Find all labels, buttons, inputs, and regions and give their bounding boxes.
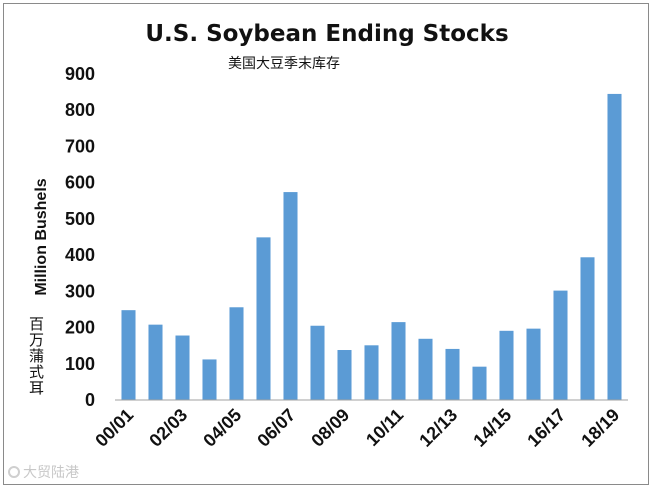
x-tick-label: 00/01 [91, 405, 137, 451]
bar-12-13 [445, 348, 460, 400]
chart-frame [3, 3, 649, 485]
bar-16-17 [553, 290, 568, 400]
chart-subtitle: 美国大豆季末库存 [228, 56, 340, 72]
bar-09-10 [364, 345, 379, 400]
y-tick-label: 700 [65, 136, 95, 156]
bar-14-15 [499, 330, 514, 400]
bar-01-02 [148, 324, 163, 400]
x-tick-label: 08/09 [307, 405, 353, 451]
watermark-text: 大贸陆港 [23, 464, 79, 480]
y-tick-label: 300 [65, 281, 95, 301]
x-tick-label: 12/13 [415, 405, 461, 451]
bar-13-14 [472, 366, 487, 400]
bar-00-01 [121, 310, 136, 400]
y-tick-label: 200 [65, 318, 95, 338]
bar-11-12 [418, 338, 433, 400]
y-tick-label: 800 [65, 100, 95, 120]
x-tick-label: 14/15 [469, 405, 515, 451]
bar-07-08 [310, 325, 325, 400]
bar-08-09 [337, 350, 352, 400]
x-tick-label: 18/19 [577, 405, 623, 451]
bar-05-06 [256, 237, 271, 400]
y-tick-label: 400 [65, 245, 95, 265]
chart-title: U.S. Soybean Ending Stocks [145, 21, 509, 47]
bar-17-18 [580, 257, 595, 400]
y-axis-label-chinese: 百万蒲式耳 [29, 315, 45, 397]
y-tick-label: 600 [65, 173, 95, 193]
watermark: 大贸陆港 [8, 462, 79, 482]
bar-04-05 [229, 307, 244, 400]
bar-06-07 [283, 192, 298, 400]
bar-10-11 [391, 322, 406, 400]
bar-15-16 [526, 328, 541, 400]
x-tick-label: 16/17 [523, 405, 569, 451]
bar-18-19 [607, 93, 622, 400]
x-tick-label: 10/11 [362, 405, 407, 450]
x-tick-label: 06/07 [253, 405, 299, 451]
bar-02-03 [175, 335, 190, 400]
y-tick-label: 500 [65, 209, 95, 229]
watermark-logo-icon [8, 466, 20, 478]
x-tick-label: 04/05 [199, 405, 245, 451]
y-tick-label: 0 [85, 390, 95, 410]
y-tick-label: 900 [65, 64, 95, 84]
y-tick-label: 100 [65, 354, 95, 374]
bar-03-04 [202, 359, 217, 400]
x-tick-label: 02/03 [145, 405, 191, 451]
